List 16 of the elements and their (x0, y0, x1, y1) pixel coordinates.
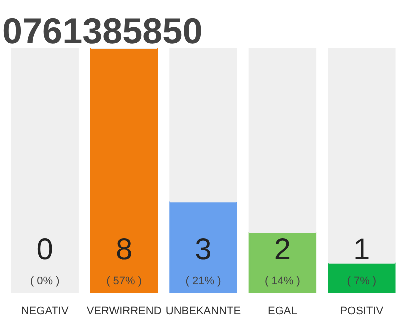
annotation: ( 7% ) (347, 276, 377, 288)
x-tick-label: NEGATIV (21, 306, 70, 318)
x-tick-label: VERWIRREND (86, 306, 162, 318)
data-label: 0 (36, 234, 54, 266)
data-label: 3 (195, 234, 212, 266)
annotation: ( 21% ) (186, 276, 222, 288)
annotation: ( 14% ) (264, 276, 300, 288)
annotation: ( 0% ) (30, 276, 60, 288)
annotation: ( 57% ) (106, 276, 142, 288)
chart-title: 0761385850 (2, 10, 203, 52)
x-tick-label: UNBEKANNTE (166, 306, 242, 318)
data-label: 1 (354, 234, 370, 266)
data-label: 8 (116, 234, 133, 266)
x-tick-label: POSITIV (340, 306, 384, 318)
x-tick-label: EGAL (268, 306, 298, 318)
data-label: 2 (274, 234, 292, 266)
